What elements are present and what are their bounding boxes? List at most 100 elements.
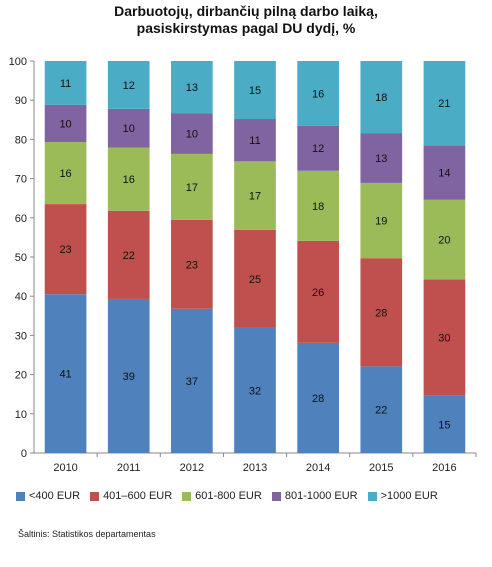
data-label: 25 xyxy=(249,274,261,286)
bar-segment xyxy=(107,108,150,148)
bar-segment xyxy=(234,161,276,230)
data-label: 11 xyxy=(249,135,260,147)
bar-segment xyxy=(423,199,466,280)
bar-segment xyxy=(423,395,466,453)
data-label: 30 xyxy=(438,333,450,345)
x-tick-label: 2011 xyxy=(117,462,141,474)
bar-segment xyxy=(44,104,87,143)
data-label: 41 xyxy=(59,369,71,381)
data-label: 28 xyxy=(375,307,387,319)
legend-swatch xyxy=(90,491,100,501)
chart-title-line-1: Darbuotojų, dirbančių pilną darbo laiką, xyxy=(114,3,378,19)
data-label: 37 xyxy=(186,376,198,388)
stacked-bar-chart: 0 10 20 30 40 50 60 70 80 90 100 41 23 16 10 11 2010 39 22… xyxy=(9,56,477,474)
data-label: 32 xyxy=(249,385,261,397)
legend-label: >1000 EUR xyxy=(380,490,438,502)
y-tick-label: 50 xyxy=(15,252,27,264)
bar-segment xyxy=(297,61,339,126)
y-tick-label: 10 xyxy=(15,409,27,421)
bar-segment xyxy=(234,61,276,120)
bar-segment xyxy=(44,142,87,205)
data-label: 16 xyxy=(312,88,324,100)
data-label: 14 xyxy=(438,168,450,180)
bar-segment xyxy=(360,366,403,453)
data-label: 12 xyxy=(123,80,135,92)
legend-label: 401–600 EUR xyxy=(103,490,173,502)
data-label: 16 xyxy=(59,168,71,180)
data-label: 10 xyxy=(59,119,71,131)
data-label: 15 xyxy=(438,419,450,431)
bar-segment xyxy=(44,294,87,453)
data-label: 39 xyxy=(123,371,135,383)
y-tick-label: 40 xyxy=(15,291,27,303)
y-tick-label: 100 xyxy=(9,56,27,68)
bar-segment xyxy=(360,61,403,134)
legend-item: 401–600 EUR xyxy=(90,490,172,502)
x-tick-label: 2014 xyxy=(306,462,330,474)
bar-segment xyxy=(297,170,339,241)
bar-segment xyxy=(297,342,339,453)
bar-segment xyxy=(44,61,87,105)
legend-swatch xyxy=(16,491,25,501)
data-label: 26 xyxy=(312,287,324,299)
legend-item: >1000 EUR xyxy=(367,490,438,502)
bar-segment xyxy=(171,153,213,220)
data-label: 28 xyxy=(312,393,324,405)
data-label: 17 xyxy=(249,191,261,203)
data-label: 18 xyxy=(375,92,387,104)
y-tick-label: 0 xyxy=(21,448,27,460)
data-label: 19 xyxy=(375,216,387,228)
chart-legend: <400 EUR 401–600 EUR 601-800 EUR 801-1000 E… xyxy=(16,490,486,502)
data-label: 21 xyxy=(438,98,450,110)
data-label: 13 xyxy=(375,153,387,165)
bar-segment xyxy=(297,240,339,343)
legend-label: 801-1000 EUR xyxy=(284,490,358,502)
legend-item: 601-800 EUR xyxy=(182,490,262,502)
y-tick-label: 70 xyxy=(15,174,27,186)
legend-swatch xyxy=(182,491,192,501)
y-tick-label: 30 xyxy=(15,330,27,342)
bar-segment xyxy=(171,61,213,114)
x-tick-label: 2010 xyxy=(53,462,77,474)
x-tick-label: 2012 xyxy=(180,462,204,474)
legend-swatch xyxy=(271,491,281,501)
y-tick-label: 90 xyxy=(15,95,27,107)
data-label: 16 xyxy=(123,174,135,186)
bar-segment xyxy=(423,279,466,396)
data-label: 11 xyxy=(60,78,71,90)
data-label: 23 xyxy=(186,259,198,271)
y-tick-label: 60 xyxy=(15,213,27,225)
data-label: 22 xyxy=(375,405,387,417)
bar-segment xyxy=(44,204,87,295)
bar-segment xyxy=(234,229,276,328)
x-tick-label: 2015 xyxy=(369,462,393,474)
data-label: 22 xyxy=(123,250,135,262)
x-tick-label: 2016 xyxy=(432,462,456,474)
bar-segment xyxy=(171,308,213,453)
legend-item: 801-1000 EUR xyxy=(271,490,358,502)
y-tick-label: 20 xyxy=(15,370,27,382)
bar-segment xyxy=(234,327,276,453)
bar-segment xyxy=(360,182,403,259)
data-label: 13 xyxy=(186,82,198,94)
bar-segment xyxy=(360,258,403,367)
bar-segment xyxy=(107,61,150,109)
bar-segment xyxy=(423,61,466,146)
data-label: 23 xyxy=(59,244,71,256)
chart-title-line-2: pasiskirstymas pagal DU dydį, % xyxy=(136,20,356,36)
data-label: 12 xyxy=(312,143,324,155)
bar-segment xyxy=(360,133,403,183)
bar-segment xyxy=(234,119,276,162)
x-tick-label: 2013 xyxy=(243,462,267,474)
data-label: 17 xyxy=(186,182,198,194)
source-note: Šaltinis: Statistikos departamentas xyxy=(18,529,156,539)
legend-label: 601-800 EUR xyxy=(195,490,262,502)
bar-segment xyxy=(107,298,150,453)
legend-swatch xyxy=(367,491,377,501)
legend-item: <400 EUR xyxy=(16,490,80,502)
y-tick-label: 80 xyxy=(15,134,27,146)
bar-segment xyxy=(107,210,150,299)
bar-segment xyxy=(171,219,213,309)
bar-segment xyxy=(171,113,213,154)
